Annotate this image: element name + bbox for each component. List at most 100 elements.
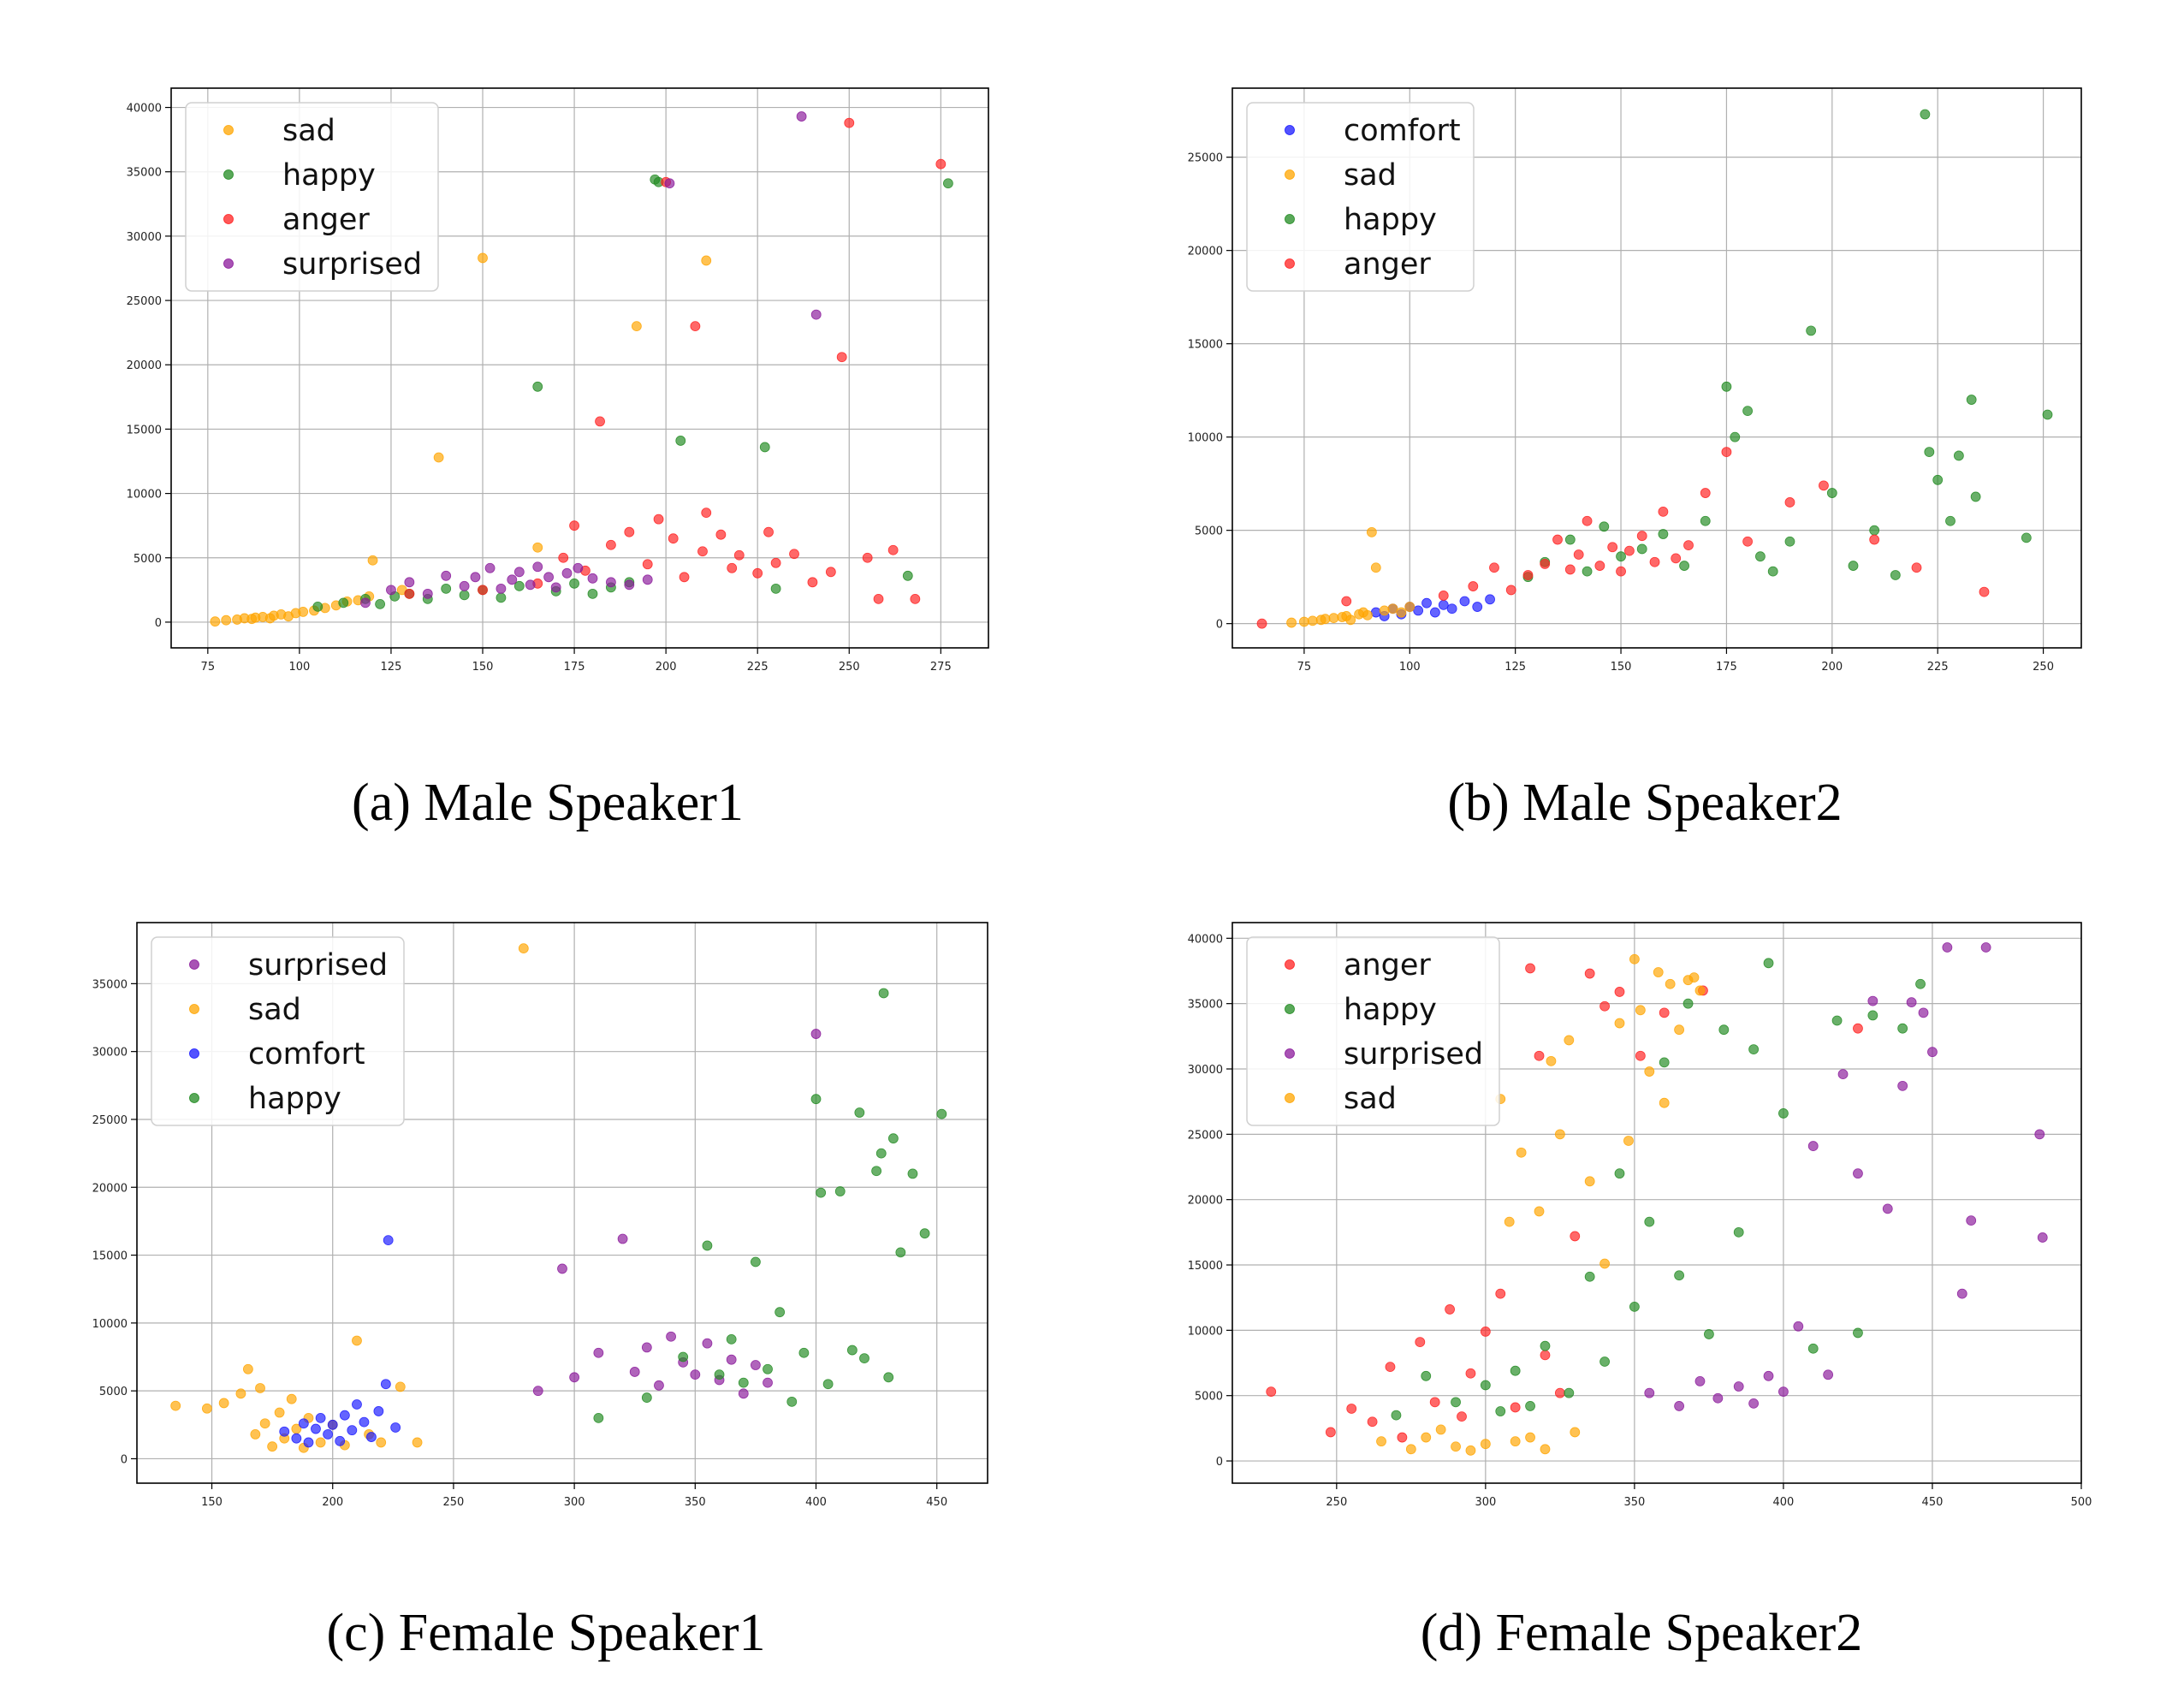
data-point-comfort: [1446, 603, 1457, 614]
data-point-happy: [1700, 515, 1711, 526]
data-point-surprised: [763, 1377, 773, 1388]
series-happy: [1522, 109, 2053, 583]
data-point-happy: [1564, 1387, 1575, 1398]
x-tick-label: 250: [839, 661, 860, 674]
legend-box: [1246, 936, 1500, 1126]
data-point-sad: [1659, 1097, 1670, 1108]
data-point-anger: [478, 585, 488, 596]
data-point-comfort: [1370, 607, 1381, 618]
panel-b-male-speaker2: 75 100 125 150 175 200 225 250 0 5000 10000 15000 20…: [1188, 87, 2082, 832]
data-point-happy: [1480, 1380, 1491, 1391]
x-tick-label: 175: [1716, 661, 1737, 674]
data-point-happy: [1806, 325, 1817, 336]
data-point-happy: [1932, 474, 1944, 485]
data-point-happy: [2021, 532, 2032, 543]
data-point-sad: [412, 1437, 423, 1448]
data-point-comfort: [291, 1433, 302, 1444]
data-point-surprised: [404, 577, 415, 588]
data-point-anger: [1468, 581, 1479, 591]
data-point-anger: [727, 562, 738, 573]
x-tick-label: 175: [564, 661, 585, 674]
data-point-anger: [1554, 1387, 1565, 1398]
data-point-happy: [459, 590, 470, 601]
data-points: [1256, 109, 2053, 629]
data-point-surprised: [624, 579, 635, 591]
data-point-anger: [836, 352, 847, 363]
data-point-happy: [859, 1353, 869, 1363]
data-point-sad: [1299, 616, 1309, 627]
data-point-happy: [1451, 1397, 1461, 1408]
data-point-anger: [558, 552, 569, 563]
data-point-anger: [1510, 1402, 1521, 1413]
data-point-anger: [690, 321, 701, 332]
data-point-anger: [1465, 1368, 1476, 1379]
legend-label-sad: sad: [282, 114, 335, 148]
x-tick-label: 125: [1504, 661, 1526, 674]
data-point-surprised: [796, 111, 807, 122]
data-point-anger: [887, 544, 899, 555]
data-point-comfort: [298, 1418, 309, 1429]
data-point-sad: [1614, 1018, 1625, 1029]
data-point-anger: [569, 520, 579, 531]
data-point-anger: [1540, 1350, 1551, 1361]
y-tick-label: 0: [1216, 619, 1223, 632]
data-point-happy: [887, 1133, 899, 1144]
data-point-happy: [1658, 529, 1669, 539]
data-point-anger: [1742, 536, 1754, 547]
data-point-happy: [1584, 1271, 1595, 1282]
data-point-happy: [1848, 561, 1859, 571]
data-point-surprised: [550, 582, 561, 593]
data-point-happy: [751, 1256, 761, 1267]
data-point-sad: [1328, 613, 1339, 624]
data-point-surprised: [525, 579, 536, 591]
data-point-anger: [1659, 1007, 1670, 1018]
data-point-happy: [1966, 395, 1977, 405]
data-point-comfort: [1459, 596, 1470, 607]
y-axis: 0 5000 10000 15000 20000 25000 30000 35000 40000: [1188, 933, 1232, 1469]
data-point-happy: [702, 1240, 713, 1251]
data-point-surprised: [1942, 942, 1953, 953]
y-tick-label: 10000: [1188, 1325, 1223, 1338]
legend: anger happy surprised sad: [1246, 936, 1500, 1126]
data-point-comfort: [1429, 607, 1440, 618]
x-axis: 250 300 350 400 450 500: [1326, 1483, 2092, 1509]
data-point-happy: [798, 1347, 810, 1358]
data-point-happy: [770, 583, 781, 594]
series-sad: [170, 943, 529, 1453]
data-point-surprised: [690, 1369, 701, 1380]
data-point-anger: [1599, 1000, 1610, 1012]
data-point-sad: [367, 555, 378, 566]
y-tick-label: 25000: [127, 295, 162, 308]
legend-label-surprised: surprised: [282, 247, 422, 282]
y-tick-label: 30000: [127, 231, 162, 244]
y-tick-label: 15000: [1188, 339, 1223, 352]
data-point-happy: [854, 1107, 865, 1118]
data-point-surprised: [593, 1347, 604, 1358]
data-point-anger: [1671, 553, 1682, 564]
y-tick-label: 10000: [92, 1318, 128, 1331]
legend-label-comfort: comfort: [1344, 114, 1461, 148]
series-comfort: [279, 1235, 401, 1448]
x-tick-label: 200: [322, 1496, 343, 1509]
y-tick-label: 10000: [1188, 432, 1223, 445]
y-tick-label: 35000: [1188, 999, 1223, 1012]
legend: comfort sad happy anger: [1246, 102, 1475, 292]
data-point-comfort: [335, 1435, 346, 1446]
data-point-happy: [1742, 406, 1754, 417]
data-point-sad: [286, 1393, 297, 1404]
data-point-happy: [1582, 566, 1593, 577]
data-point-sad: [218, 1398, 229, 1409]
y-tick-label: 30000: [1188, 1064, 1223, 1077]
data-point-sad: [1665, 978, 1676, 989]
data-point-comfort: [1421, 597, 1432, 609]
series-anger: [1256, 447, 1990, 629]
data-point-comfort: [303, 1437, 314, 1448]
data-point-surprised: [1837, 1069, 1849, 1080]
y-tick-label: 10000: [127, 489, 162, 502]
data-point-happy: [1945, 515, 1956, 526]
data-point-happy: [1831, 1015, 1843, 1026]
data-point-anger: [1636, 531, 1647, 542]
data-point-anger: [789, 549, 799, 560]
series-anger: [1266, 963, 1863, 1443]
data-point-happy: [786, 1396, 798, 1407]
